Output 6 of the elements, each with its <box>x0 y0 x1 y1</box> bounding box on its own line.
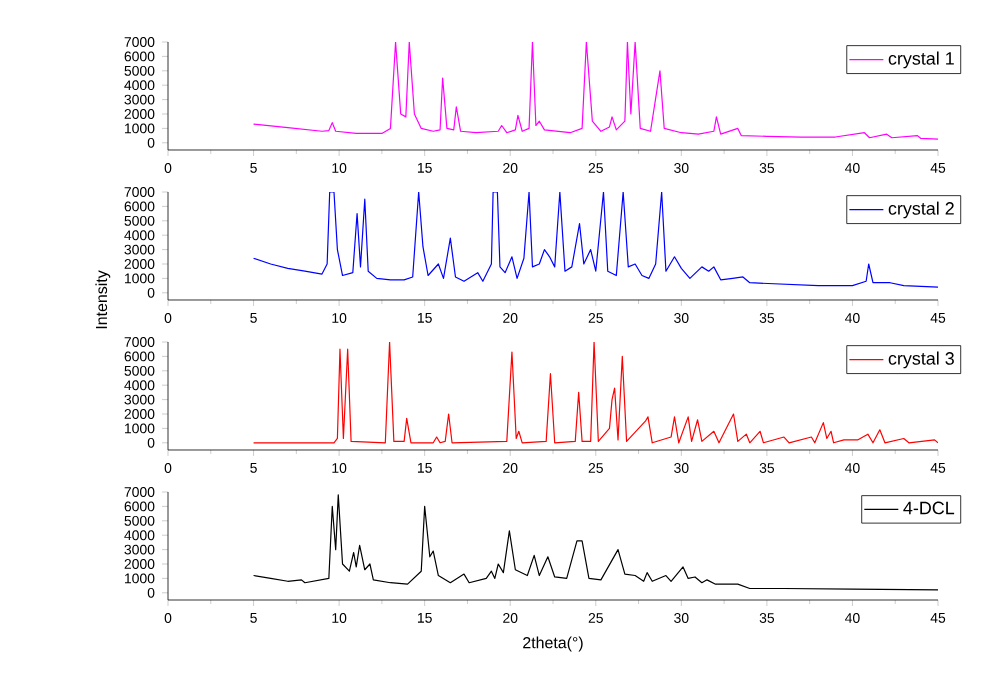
line-series <box>252 42 938 140</box>
legend-label: crystal 3 <box>888 351 954 369</box>
line-series <box>252 342 938 444</box>
legend-label: 4-DCL <box>903 501 955 515</box>
legend-label: crystal 1 <box>888 51 954 69</box>
legend-label: crystal 2 <box>888 201 954 219</box>
